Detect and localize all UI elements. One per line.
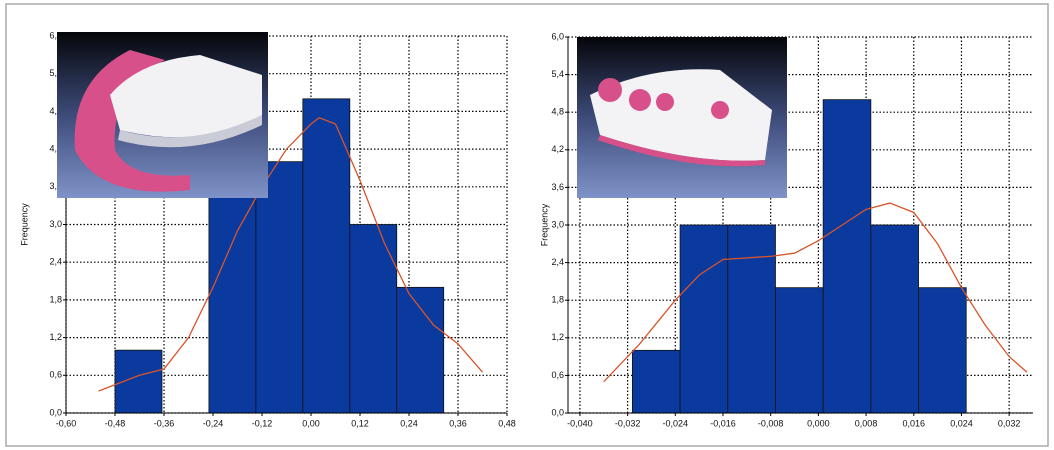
y-tick-label: 0,0 [49,407,62,417]
y-tick-label: 1,2 [49,332,62,342]
inset-image [57,32,268,198]
y-tick-label: 1,2 [551,332,564,342]
bar [679,224,729,414]
y-tick-label: 3,6 [551,182,564,192]
density-curve [603,202,1028,383]
y-tick-label: 3,0 [49,219,62,229]
x-tick-label: 0,016 [903,418,926,428]
y-tick-label: 3,6 [49,181,62,191]
x-tick-label: 0,48 [498,418,516,428]
y-tick-label: 5,4 [49,68,62,78]
x-tick-label: -0,12 [252,418,273,428]
y-tick-label: 0,6 [49,370,62,380]
bar [870,224,919,414]
y-tick-label: 3,0 [551,219,564,229]
bar [775,287,824,414]
x-tick-label: -0,016 [710,418,736,428]
bar [918,287,967,414]
density-curve [98,116,483,392]
y-tick-label: 0,0 [551,407,564,417]
y-tick-label: 1,8 [49,294,62,304]
x-tick-label: -0,008 [758,418,784,428]
x-tick-label: 0,000 [807,418,830,428]
x-tick-label: -0,024 [663,418,689,428]
bar [302,98,351,414]
x-tick-label: -0,032 [615,418,641,428]
bar [822,99,872,414]
bar [396,286,445,414]
y-tick-label: 1,8 [551,295,564,305]
y-tick-label: 4,8 [49,106,62,116]
x-tick-label: 0,12 [351,418,369,428]
y-axis-label: Frequency [539,203,549,246]
y-tick-label: 6,0 [49,30,62,40]
x-tick-label: 0,24 [400,418,418,428]
inset-image [577,37,787,198]
y-tick-label: 4,8 [551,107,564,117]
y-tick-label: 2,4 [551,257,564,267]
x-tick-label: -0,36 [154,418,175,428]
x-tick-label: -0,24 [203,418,224,428]
x-tick-label: -0,60 [56,418,77,428]
x-tick-label: 0,032 [998,418,1021,428]
y-tick-label: 6,0 [551,31,564,41]
y-tick-label: 5,4 [551,69,564,79]
bar [255,161,304,414]
y-tick-label: 4,2 [551,144,564,154]
y-tick-label: 2,4 [49,257,62,267]
x-tick-label: 0,024 [950,418,973,428]
x-tick-label: -0,040 [567,418,593,428]
x-tick-label: -0,48 [105,418,126,428]
bar [727,224,776,414]
bar [631,349,681,414]
x-tick-label: 0,36 [449,418,467,428]
bar [208,161,257,414]
x-tick-label: 0,00 [302,418,320,428]
bar [349,224,398,414]
x-tick-label: 0,008 [855,418,878,428]
y-tick-label: 0,6 [551,370,564,380]
y-tick-label: 4,2 [49,143,62,153]
y-axis-label: Frequency [19,203,29,246]
